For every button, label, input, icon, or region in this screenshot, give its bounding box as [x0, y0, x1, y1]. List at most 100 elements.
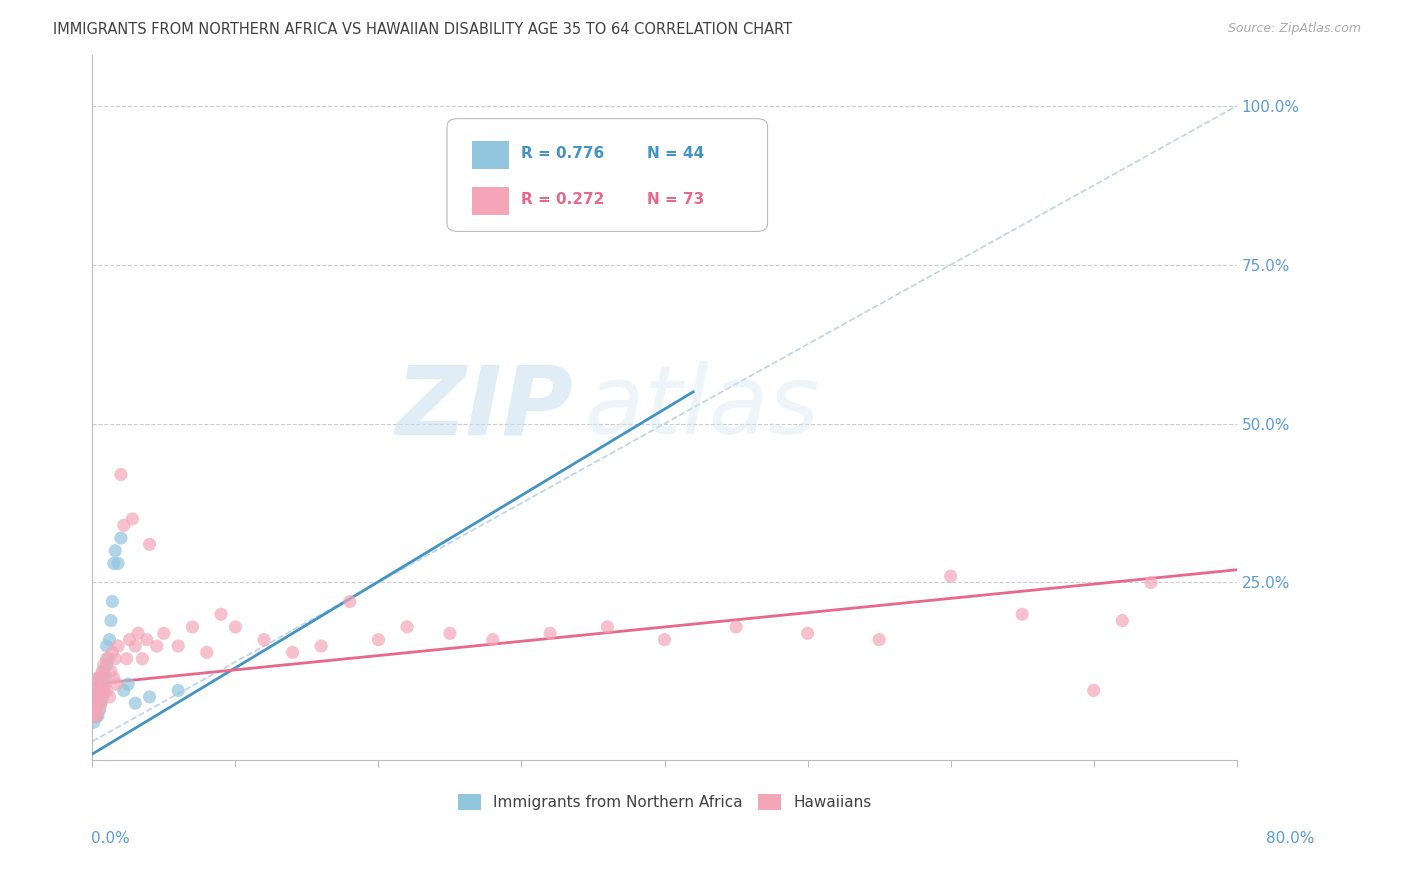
Point [1140, 575, 1163, 590]
Point [538, 626, 561, 640]
Point [107, 557, 129, 571]
Point [104, 651, 127, 665]
Point [89, 690, 111, 704]
Point [253, 632, 276, 647]
Point [84, 702, 107, 716]
Point [868, 632, 890, 647]
Point [145, 639, 167, 653]
Point [103, 671, 125, 685]
Point [87, 671, 110, 685]
Point [112, 683, 135, 698]
Point [94, 677, 117, 691]
Point [83, 709, 105, 723]
Point [100, 665, 122, 679]
Text: atlas: atlas [585, 361, 820, 454]
Point [84, 690, 107, 704]
Point [98, 690, 121, 704]
Point [93, 658, 115, 673]
Point [181, 620, 204, 634]
Point [91, 665, 114, 679]
Point [138, 537, 160, 551]
Point [89, 702, 111, 716]
Point [86, 690, 108, 704]
Point [83, 709, 105, 723]
Point [98, 632, 121, 647]
Text: ZIP: ZIP [395, 361, 574, 454]
Point [90, 683, 112, 698]
Point [90, 671, 112, 685]
Point [482, 632, 505, 647]
Point [127, 626, 149, 640]
Point [101, 645, 124, 659]
Point [101, 594, 124, 608]
Point [153, 626, 176, 640]
Point [82, 702, 104, 716]
Text: N = 44: N = 44 [647, 145, 704, 161]
Point [124, 696, 146, 710]
Point [96, 658, 118, 673]
Point [83, 690, 105, 704]
Point [224, 620, 246, 634]
Point [93, 683, 115, 698]
Text: IMMIGRANTS FROM NORTHERN AFRICA VS HAWAIIAN DISABILITY AGE 35 TO 64 CORRELATION : IMMIGRANTS FROM NORTHERN AFRICA VS HAWAI… [53, 22, 793, 37]
Point [90, 671, 112, 685]
Point [1011, 607, 1033, 622]
Point [367, 632, 389, 647]
Point [115, 651, 138, 665]
Point [103, 557, 125, 571]
Point [91, 690, 114, 704]
Point [89, 671, 111, 685]
Point [725, 620, 748, 634]
Point [94, 671, 117, 685]
Point [87, 696, 110, 710]
Point [90, 696, 112, 710]
Point [96, 651, 118, 665]
Point [87, 709, 110, 723]
Point [84, 683, 107, 698]
Point [89, 696, 111, 710]
Point [339, 594, 361, 608]
Point [110, 531, 132, 545]
Point [87, 696, 110, 710]
Point [467, 201, 489, 215]
Point [91, 690, 114, 704]
Point [87, 683, 110, 698]
Point [84, 702, 107, 716]
Point [118, 632, 141, 647]
Point [596, 620, 619, 634]
Point [281, 645, 304, 659]
Point [167, 639, 190, 653]
Point [93, 665, 115, 679]
Point [84, 709, 107, 723]
Point [135, 632, 157, 647]
Text: 0.0%: 0.0% [91, 831, 131, 846]
Legend: Immigrants from Northern Africa, Hawaiians: Immigrants from Northern Africa, Hawaiia… [451, 788, 877, 816]
Point [654, 632, 676, 647]
Point [124, 639, 146, 653]
Point [439, 626, 461, 640]
Text: 80.0%: 80.0% [1267, 831, 1315, 846]
Point [83, 715, 105, 730]
Point [1111, 614, 1133, 628]
FancyBboxPatch shape [447, 119, 768, 231]
Point [121, 512, 143, 526]
Point [86, 709, 108, 723]
Point [90, 696, 112, 710]
Point [89, 683, 111, 698]
Point [1083, 683, 1105, 698]
Point [87, 690, 110, 704]
Point [138, 690, 160, 704]
Bar [472, 141, 509, 169]
Point [117, 677, 139, 691]
Point [86, 696, 108, 710]
Point [93, 683, 115, 698]
Text: R = 0.272: R = 0.272 [522, 192, 605, 207]
Text: N = 73: N = 73 [647, 192, 704, 207]
Point [86, 677, 108, 691]
Point [86, 677, 108, 691]
Point [131, 651, 153, 665]
Point [396, 620, 419, 634]
Point [104, 543, 127, 558]
Text: Source: ZipAtlas.com: Source: ZipAtlas.com [1227, 22, 1361, 36]
Point [82, 709, 104, 723]
